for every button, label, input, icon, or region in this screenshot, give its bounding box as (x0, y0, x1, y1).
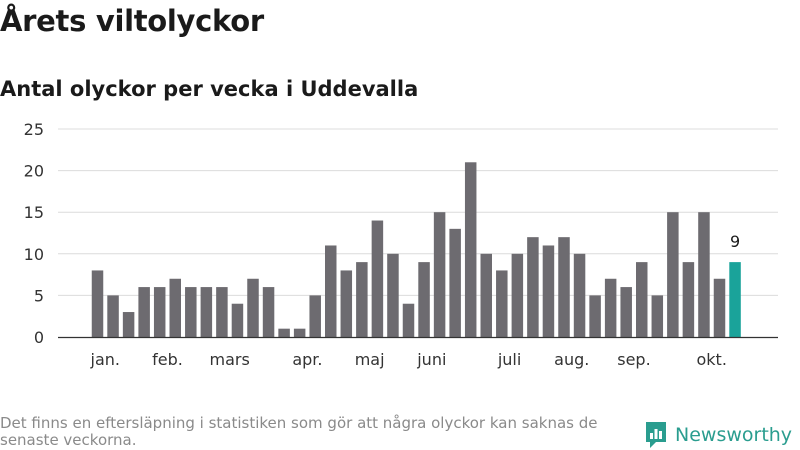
bar (573, 253, 586, 337)
bar (185, 287, 197, 337)
footnote: Det finns en eftersläpning i statistiken… (0, 414, 598, 449)
bar (247, 278, 259, 337)
chart-subtitle: Antal olyckor per vecka i Uddevalla (0, 77, 419, 101)
bar (527, 237, 539, 337)
bar (153, 287, 166, 337)
brand-name: Newsworthy (675, 424, 793, 446)
x-tick-label: okt. (697, 350, 727, 369)
bar (667, 212, 679, 337)
bar (402, 303, 415, 337)
bar (293, 328, 306, 337)
y-tick-label: 25 (24, 120, 44, 139)
x-tick-label: maj (355, 350, 385, 369)
x-tick-label: sep. (617, 350, 650, 369)
brand-logo: Newsworthy (644, 420, 792, 450)
y-tick-label: 5 (34, 286, 44, 305)
bar (418, 262, 430, 337)
bar (480, 253, 492, 337)
bar (449, 228, 461, 337)
bar (262, 287, 275, 337)
newsworthy-icon (646, 422, 666, 448)
y-tick-label: 0 (34, 328, 44, 347)
x-tick-label: jan. (90, 350, 120, 369)
bar (558, 237, 570, 337)
bar (216, 287, 228, 337)
bar (91, 270, 104, 337)
y-tick-label: 15 (24, 203, 44, 222)
bar (122, 312, 135, 337)
x-tick-label: apr. (292, 350, 322, 369)
y-tick-label: 10 (24, 245, 44, 264)
bar (278, 328, 290, 337)
bar (542, 245, 555, 337)
highlight-bar (729, 262, 741, 337)
x-tick-label: mars (210, 350, 250, 369)
bar (636, 262, 648, 337)
bar (107, 295, 119, 337)
x-tick-label: feb. (152, 350, 183, 369)
chart-title: Årets viltolyckor (0, 4, 264, 38)
bar (433, 212, 446, 337)
bar (356, 262, 368, 337)
x-tick-label: juni (416, 350, 446, 369)
bar (138, 287, 150, 337)
x-tick-label: aug. (554, 350, 589, 369)
bar (231, 303, 244, 337)
bar (511, 253, 524, 337)
x-tick-label: juli (497, 350, 521, 369)
bar-chart: 0 5 10 15 20 25 9 jan. feb. mars apr. maj juni juli au… (24, 120, 778, 369)
bar (464, 162, 477, 337)
bar (651, 295, 664, 337)
bar (200, 287, 213, 337)
bar (589, 295, 601, 337)
bar (371, 220, 384, 337)
bar (325, 245, 337, 337)
bar (698, 212, 710, 337)
bar (496, 270, 508, 337)
bar (682, 262, 695, 337)
bar (604, 278, 617, 337)
bar (713, 278, 726, 337)
bar (620, 287, 632, 337)
bar (169, 278, 181, 337)
bar (309, 295, 321, 337)
y-tick-label: 20 (24, 162, 44, 181)
bar (340, 270, 353, 337)
data-label: 9 (730, 232, 740, 251)
bar (387, 253, 399, 337)
